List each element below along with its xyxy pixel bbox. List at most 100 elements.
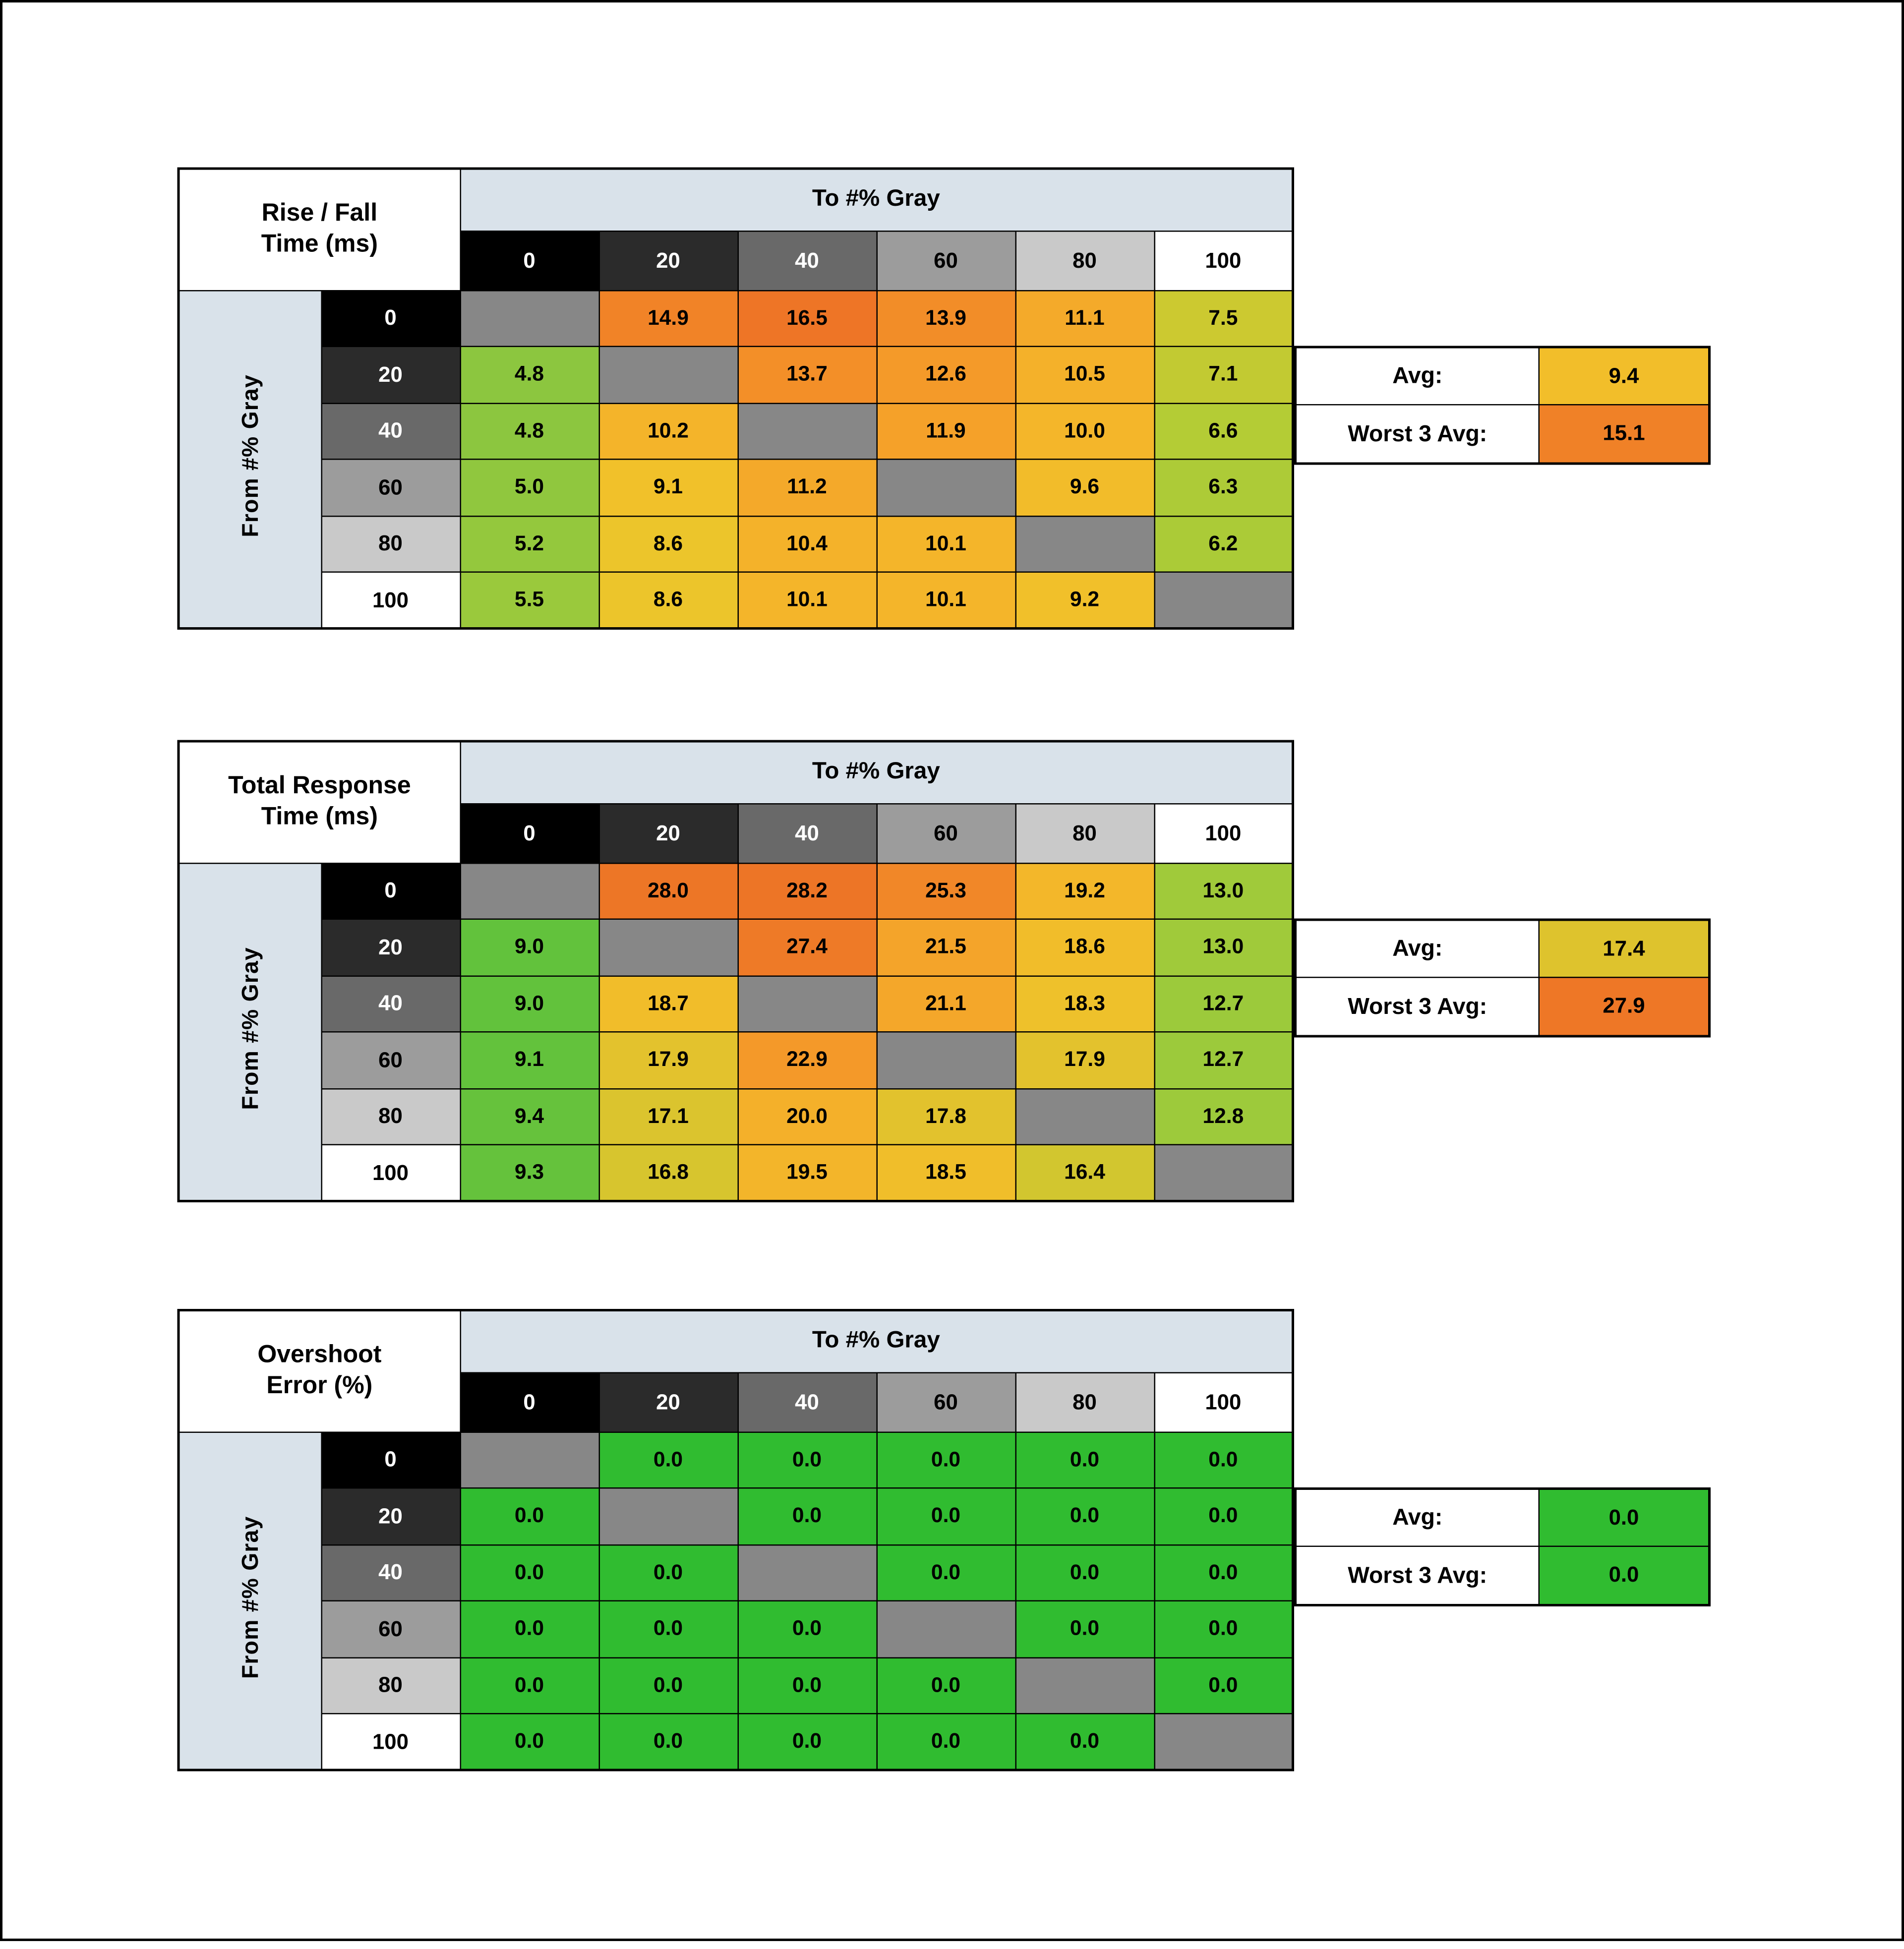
value-cell: 7.1 xyxy=(1153,346,1294,404)
col-header-20: 20 xyxy=(598,1371,738,1432)
col-header-60: 60 xyxy=(876,1371,1016,1432)
diagonal-cell xyxy=(876,1600,1016,1658)
avg-row: Avg: 17.4 xyxy=(1297,920,1708,977)
value-cell: 5.0 xyxy=(459,459,599,517)
value-cell: 12.7 xyxy=(1153,1031,1294,1089)
value-cell: 10.5 xyxy=(1014,346,1155,404)
row-header-80: 80 xyxy=(320,1656,461,1714)
value-cell: 9.6 xyxy=(1014,459,1155,517)
avg-row: Avg: 9.4 xyxy=(1297,348,1708,404)
value-cell: 17.9 xyxy=(1014,1031,1155,1089)
value-cell: 28.0 xyxy=(598,862,738,920)
overshoot-section: Overshoot Error (%) To #% Gray 0 20 40 60 80 100… xyxy=(177,1309,1711,1772)
value-cell: 0.0 xyxy=(598,1656,738,1714)
diagonal-cell xyxy=(876,459,1016,517)
grid-body: Overshoot Error (%) To #% Gray 0 20 40 60 80 100… xyxy=(178,1309,1294,1771)
from-gray-label: From #% Gray xyxy=(236,374,263,537)
value-cell: 0.0 xyxy=(598,1600,738,1658)
value-cell: 0.0 xyxy=(459,1487,599,1545)
diagonal-cell xyxy=(1014,1656,1155,1714)
value-cell: 7.5 xyxy=(1153,289,1294,347)
from-gray-label: From #% Gray xyxy=(236,1516,263,1679)
worst-avg-value: 27.9 xyxy=(1540,978,1708,1035)
value-cell: 0.0 xyxy=(1153,1487,1294,1545)
avg-label: Avg: xyxy=(1297,920,1540,977)
value-cell: 9.4 xyxy=(459,1087,599,1145)
value-cell: 8.6 xyxy=(598,571,738,629)
value-cell: 17.8 xyxy=(876,1087,1016,1145)
row-header-0: 0 xyxy=(320,1431,461,1489)
value-cell: 9.1 xyxy=(598,459,738,517)
value-cell: 12.6 xyxy=(876,346,1016,404)
col-header-60: 60 xyxy=(876,230,1016,291)
value-cell: 20.0 xyxy=(737,1087,877,1145)
row-header-100: 100 xyxy=(320,1713,461,1771)
diagonal-cell xyxy=(1014,1087,1155,1145)
value-cell: 21.5 xyxy=(876,918,1016,976)
grid-body: Total Response Time (ms) To #% Gray 0 20 40 60… xyxy=(178,740,1294,1202)
value-cell: 8.6 xyxy=(598,515,738,573)
diagonal-cell xyxy=(1153,1144,1294,1202)
to-gray-header: To #% Gray xyxy=(459,168,1294,232)
diagonal-cell xyxy=(737,975,877,1033)
col-header-20: 20 xyxy=(598,802,738,864)
rise-fall-table: Rise / Fall Time (ms) To #% Gray 0 20 40 60 80 1… xyxy=(177,167,1294,630)
value-cell: 5.2 xyxy=(459,515,599,573)
col-header-40: 40 xyxy=(737,802,877,864)
total-response-table: Total Response Time (ms) To #% Gray 0 20 40 60… xyxy=(177,740,1294,1202)
diagonal-cell xyxy=(737,402,877,460)
value-cell: 0.0 xyxy=(876,1487,1016,1545)
value-cell: 0.0 xyxy=(1014,1600,1155,1658)
value-cell: 22.9 xyxy=(737,1031,877,1089)
value-cell: 13.0 xyxy=(1153,862,1294,920)
value-cell: 6.3 xyxy=(1153,459,1294,517)
avg-value: 9.4 xyxy=(1540,348,1708,404)
from-gray-cell: From #% Gray xyxy=(178,862,322,1202)
value-cell: 4.8 xyxy=(459,346,599,404)
value-cell: 0.0 xyxy=(459,1656,599,1714)
value-cell: 9.0 xyxy=(459,975,599,1033)
row-header-20: 20 xyxy=(320,1487,461,1545)
value-cell: 13.0 xyxy=(1153,918,1294,976)
value-cell: 10.4 xyxy=(737,515,877,573)
worst-avg-row: Worst 3 Avg: 15.1 xyxy=(1297,404,1708,462)
value-cell: 16.8 xyxy=(598,1144,738,1202)
value-cell: 18.3 xyxy=(1014,975,1155,1033)
rise-fall-section: Rise / Fall Time (ms) To #% Gray 0 20 40 60 80 1… xyxy=(177,167,1711,630)
value-cell: 0.0 xyxy=(876,1431,1016,1489)
value-cell: 6.6 xyxy=(1153,402,1294,460)
col-header-100: 100 xyxy=(1153,1371,1294,1432)
value-cell: 0.0 xyxy=(876,1656,1016,1714)
value-cell: 19.2 xyxy=(1014,862,1155,920)
value-cell: 10.1 xyxy=(737,571,877,629)
total-response-section: Total Response Time (ms) To #% Gray 0 20 40 60… xyxy=(177,740,1711,1202)
row-header-20: 20 xyxy=(320,346,461,404)
value-cell: 10.0 xyxy=(1014,402,1155,460)
row-header-40: 40 xyxy=(320,1543,461,1601)
col-header-100: 100 xyxy=(1153,230,1294,291)
value-cell: 0.0 xyxy=(1014,1713,1155,1771)
avg-label: Avg: xyxy=(1297,1489,1540,1546)
worst-avg-value: 15.1 xyxy=(1540,405,1708,462)
value-cell: 0.0 xyxy=(737,1656,877,1714)
to-gray-header: To #% Gray xyxy=(459,1309,1294,1373)
value-cell: 10.1 xyxy=(876,571,1016,629)
diagonal-cell xyxy=(1014,515,1155,573)
value-cell: 0.0 xyxy=(1153,1656,1294,1714)
value-cell: 14.9 xyxy=(598,289,738,347)
table-title: Rise / Fall Time (ms) xyxy=(178,168,461,291)
col-header-100: 100 xyxy=(1153,802,1294,864)
value-cell: 0.0 xyxy=(1014,1431,1155,1489)
from-gray-label: From #% Gray xyxy=(236,947,263,1110)
value-cell: 16.4 xyxy=(1014,1144,1155,1202)
diagonal-cell xyxy=(598,346,738,404)
diagonal-cell xyxy=(737,1543,877,1601)
value-cell: 12.7 xyxy=(1153,975,1294,1033)
row-header-0: 0 xyxy=(320,862,461,920)
col-header-80: 80 xyxy=(1014,802,1155,864)
value-cell: 17.9 xyxy=(598,1031,738,1089)
col-header-80: 80 xyxy=(1014,1371,1155,1432)
worst-avg-label: Worst 3 Avg: xyxy=(1297,978,1540,1035)
